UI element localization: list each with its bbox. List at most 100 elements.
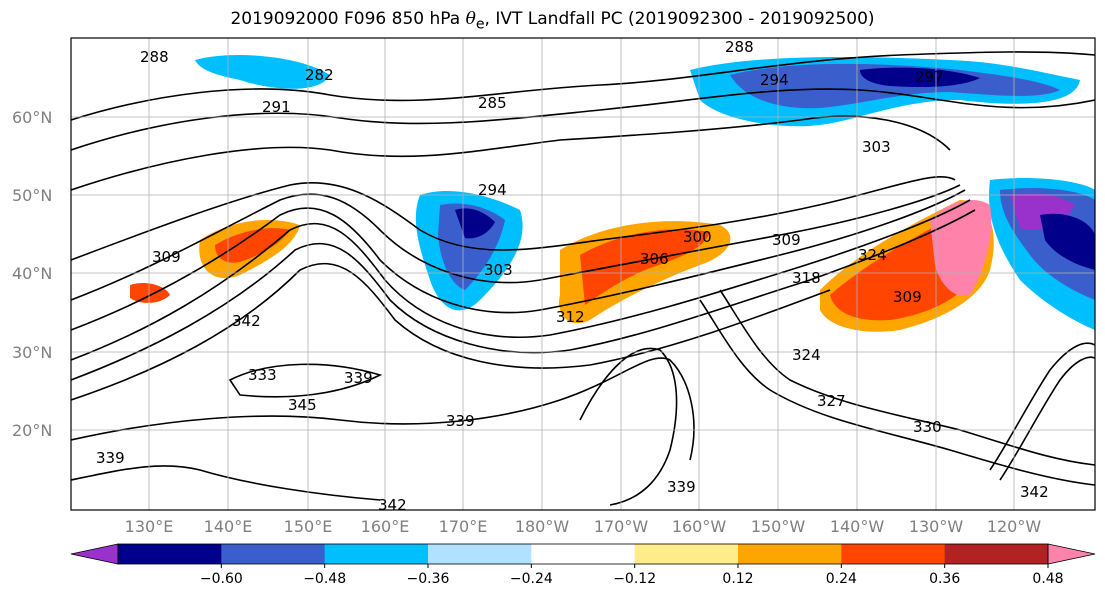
colorbar-outline	[117, 543, 1049, 565]
colorbar-segment	[841, 544, 946, 564]
contour-line	[71, 209, 976, 381]
contour-label: 288	[140, 48, 169, 66]
lat-label: 20°N	[12, 421, 52, 440]
colorbar-tick-label: −0.60	[200, 571, 243, 587]
theta-subscript: e	[475, 16, 485, 33]
shade-navy-east	[1040, 213, 1095, 270]
shade-navy-mid	[455, 208, 495, 239]
lon-label: 140°W	[830, 517, 885, 536]
graticule	[71, 38, 1095, 510]
plot-title: 2019092000 F096 850 hPa θe, IVT Landfall…	[230, 9, 875, 33]
colorbar-segment	[428, 544, 532, 564]
contour-line	[228, 363, 383, 398]
contour-label: 339	[96, 449, 125, 467]
contour-label: 345	[288, 396, 317, 414]
lon-label: 130°E	[125, 517, 174, 536]
colorbar-segment	[221, 544, 326, 564]
contour-labels: 288 282 291 285 288 294 297 294 303 300 …	[96, 38, 1049, 510]
shade-red-japan	[215, 228, 290, 263]
colorbar-tick-label: −0.12	[613, 571, 656, 587]
contour-label: 309	[152, 248, 181, 266]
colorbar-segment	[531, 544, 636, 564]
colorbar-segment	[324, 544, 429, 564]
lon-label: 170°W	[594, 517, 649, 536]
lon-label: 180°W	[515, 517, 570, 536]
shade-positive-sw	[130, 283, 170, 303]
contour-label: 339	[344, 369, 373, 387]
contour-line	[999, 356, 1095, 481]
contour-label: 342	[1020, 483, 1049, 501]
longitude-labels: 130°E 140°E 150°E 160°E 170°E 180°W 170°…	[125, 517, 1042, 536]
colorbar	[70, 543, 1096, 565]
map-frame	[70, 37, 1096, 511]
contour-label: 339	[446, 412, 475, 430]
contour-label: 300	[683, 228, 712, 246]
contour-label: 324	[792, 346, 821, 364]
lat-label: 60°N	[12, 108, 52, 127]
colorbar-tick-label: 0.48	[1032, 571, 1063, 587]
contour-label: 297	[915, 68, 944, 86]
lon-label: 160°E	[361, 517, 410, 536]
lon-label: 170°E	[439, 517, 488, 536]
colorbar-tick-label: −0.24	[510, 571, 553, 587]
contour-label: 303	[862, 138, 891, 156]
lat-label: 40°N	[12, 264, 52, 283]
shade-red-central	[580, 229, 710, 305]
contour-label: 324	[858, 246, 887, 264]
contour-label: 309	[772, 231, 801, 249]
lon-label: 160°W	[672, 517, 727, 536]
colorbar-segment	[738, 544, 842, 564]
contour-label: 282	[305, 66, 334, 84]
contour-line	[699, 299, 1095, 486]
colorbar-extend-low	[70, 543, 119, 565]
contour-label: 333	[248, 366, 277, 384]
contour-line	[71, 184, 961, 301]
contour-label: 294	[760, 71, 789, 89]
lon-label: 140°E	[204, 517, 253, 536]
lat-label: 50°N	[12, 186, 52, 205]
ivt-shading	[130, 55, 1095, 332]
contour-line	[71, 88, 1095, 151]
shade-pink-east	[930, 200, 992, 296]
contour-line	[71, 357, 695, 461]
contour-label: 294	[478, 181, 507, 199]
colorbar-tick-label: −0.48	[303, 571, 346, 587]
lon-label: 150°W	[751, 517, 806, 536]
contour-label: 306	[640, 250, 669, 268]
contour-label: 309	[893, 288, 922, 306]
latitude-labels: 60°N 50°N 40°N 30°N 20°N	[12, 108, 52, 440]
colorbar-ticks: −0.60 −0.48 −0.36 −0.24 −0.12 0.12 0.24 0.36 0.4…	[200, 564, 1064, 587]
contour-line	[71, 175, 956, 261]
contour-label: 330	[913, 418, 942, 436]
colorbar-segment	[634, 544, 739, 564]
contour-label: 327	[817, 392, 846, 410]
contour-label: 285	[478, 94, 507, 112]
contour-line	[71, 189, 966, 331]
colorbar-extend-high	[1047, 543, 1096, 565]
colorbar-segment	[118, 544, 222, 564]
contour-label: 291	[262, 98, 291, 116]
colorbar-tick-label: 0.12	[722, 571, 753, 587]
theta-e-contours	[71, 51, 1095, 506]
shade-negative-north-pacific	[195, 55, 330, 89]
contour-label: 339	[667, 478, 696, 496]
colorbar-segment	[944, 544, 1049, 564]
contour-line	[71, 51, 1095, 121]
contour-line	[989, 342, 1095, 471]
lat-label: 30°N	[12, 343, 52, 362]
lon-label: 130°W	[909, 517, 964, 536]
colorbar-tick-label: 0.24	[826, 571, 857, 587]
contour-label: 312	[556, 308, 585, 326]
colorbar-tick-label: −0.36	[407, 571, 450, 587]
lon-label: 120°W	[987, 517, 1042, 536]
colorbar-tick-label: 0.36	[929, 571, 960, 587]
contour-line	[71, 262, 831, 401]
contour-line	[71, 199, 971, 361]
contour-label: 288	[725, 38, 754, 56]
contour-line	[579, 347, 678, 506]
theta-symbol: θ	[465, 9, 476, 29]
contour-line	[719, 289, 1095, 466]
contour-label: 342	[232, 312, 261, 330]
lon-label: 150°E	[284, 517, 333, 536]
